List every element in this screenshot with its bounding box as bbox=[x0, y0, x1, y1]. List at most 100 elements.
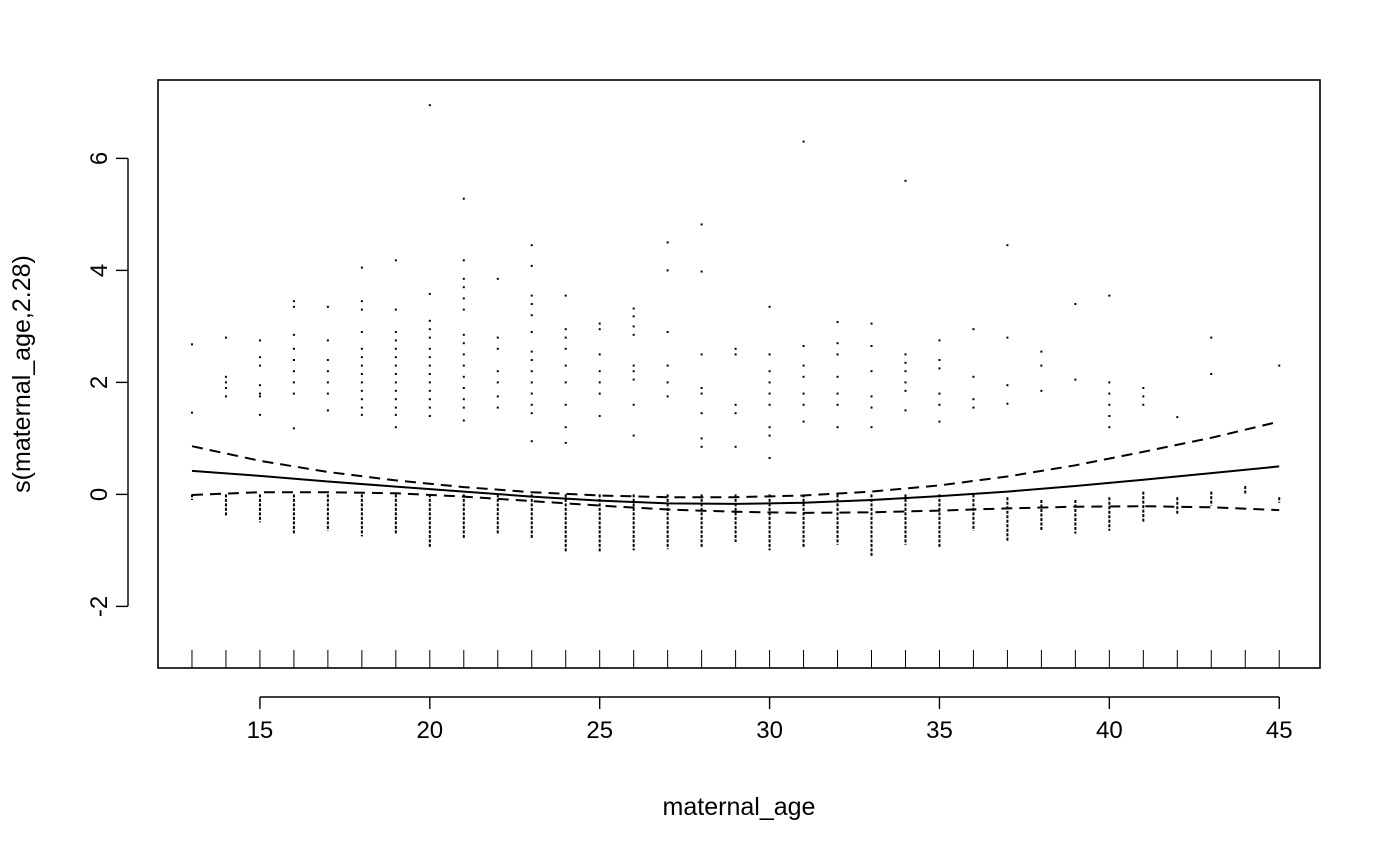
residual-point bbox=[1006, 384, 1009, 387]
residual-point bbox=[1040, 350, 1043, 353]
residual-point bbox=[1278, 364, 1281, 367]
y-tick-label: 2 bbox=[86, 376, 113, 389]
residual-point bbox=[768, 392, 771, 395]
residual-point bbox=[700, 223, 703, 226]
x-tick-label: 35 bbox=[926, 717, 953, 744]
residual-point bbox=[700, 387, 703, 389]
residual-point bbox=[530, 294, 533, 297]
residual-point bbox=[428, 319, 431, 322]
residual-point bbox=[360, 300, 363, 303]
residual-point bbox=[530, 350, 533, 353]
residual-point bbox=[462, 398, 465, 401]
residual-point bbox=[972, 406, 975, 409]
residual-point bbox=[870, 322, 873, 325]
residual-point bbox=[394, 413, 397, 416]
upper-ci-line bbox=[191, 420, 1280, 499]
residual-point bbox=[734, 353, 737, 356]
residual-point bbox=[530, 381, 533, 384]
residual-point bbox=[394, 356, 397, 359]
residual-point bbox=[462, 297, 465, 300]
rug bbox=[191, 650, 1280, 668]
residual-point bbox=[836, 353, 839, 356]
residual-point bbox=[530, 370, 533, 373]
residual-point bbox=[734, 403, 737, 406]
residual-point bbox=[462, 387, 465, 389]
residual-point bbox=[734, 347, 737, 350]
residual-point bbox=[700, 445, 703, 448]
residual-point bbox=[360, 308, 363, 311]
lower-ci-line bbox=[191, 491, 1280, 514]
residual-point bbox=[564, 294, 567, 297]
residual-point bbox=[496, 395, 499, 398]
residual-point bbox=[802, 345, 805, 347]
x-tick-label: 25 bbox=[586, 717, 613, 744]
residual-point bbox=[632, 403, 635, 406]
residual-point bbox=[394, 381, 397, 384]
residual-point bbox=[360, 347, 363, 350]
residual-point bbox=[700, 392, 703, 395]
residual-point bbox=[1108, 403, 1111, 406]
residual-point bbox=[972, 328, 975, 331]
residual-point bbox=[768, 353, 771, 356]
residual-point bbox=[530, 331, 533, 333]
residual-point bbox=[632, 325, 635, 328]
residual-point bbox=[1108, 381, 1111, 384]
residual-point bbox=[292, 381, 295, 384]
residual-point bbox=[292, 370, 295, 373]
residual-point bbox=[1040, 389, 1043, 392]
residual-point bbox=[802, 364, 805, 367]
residual-point bbox=[428, 398, 431, 401]
residual-point bbox=[292, 347, 295, 350]
smooth-curves bbox=[191, 420, 1280, 514]
residual-point bbox=[530, 440, 533, 443]
residual-point bbox=[1006, 402, 1009, 405]
residual-point bbox=[360, 413, 363, 416]
residual-point bbox=[360, 331, 363, 333]
residual-point bbox=[496, 347, 499, 350]
residual-point bbox=[1142, 403, 1145, 406]
residual-point bbox=[462, 342, 465, 345]
residual-point bbox=[530, 244, 533, 247]
residual-point bbox=[734, 445, 737, 448]
residual-point bbox=[462, 333, 465, 336]
residual-point bbox=[632, 434, 635, 437]
residual-point bbox=[768, 434, 771, 437]
residual-point bbox=[1074, 303, 1077, 305]
residual-point bbox=[394, 364, 397, 367]
residual-point bbox=[870, 395, 873, 398]
residual-point bbox=[462, 277, 465, 280]
residual-point bbox=[462, 286, 465, 289]
residual-point bbox=[972, 375, 975, 378]
residual-point bbox=[598, 381, 601, 384]
residual-point bbox=[462, 197, 465, 200]
residual-point bbox=[1210, 336, 1213, 339]
residual-point bbox=[598, 415, 601, 417]
residual-point bbox=[258, 392, 261, 395]
residual-point bbox=[1176, 416, 1179, 419]
residual-point bbox=[394, 308, 397, 311]
residual-point bbox=[564, 328, 567, 331]
residual-point bbox=[530, 264, 533, 267]
residual-point bbox=[462, 308, 465, 311]
residual-point bbox=[360, 373, 363, 375]
residual-point bbox=[632, 307, 635, 310]
residual-point bbox=[394, 406, 397, 409]
partial-residuals bbox=[190, 104, 1281, 558]
y-axis: -2 0 2 4 6 bbox=[86, 152, 129, 617]
residual-point bbox=[496, 370, 499, 373]
residual-point bbox=[1006, 336, 1009, 339]
residual-point bbox=[292, 333, 295, 336]
residual-point bbox=[700, 412, 703, 415]
residual-point bbox=[462, 406, 465, 409]
residual-point bbox=[224, 387, 227, 389]
residual-point bbox=[530, 359, 533, 361]
residual-point bbox=[360, 364, 363, 367]
residual-point bbox=[292, 392, 295, 395]
residual-point bbox=[700, 437, 703, 440]
residual-point bbox=[938, 367, 941, 370]
residual-point bbox=[870, 426, 873, 429]
residual-point bbox=[564, 403, 567, 406]
residual-point bbox=[360, 356, 363, 359]
residual-point bbox=[870, 370, 873, 373]
residual-point bbox=[394, 259, 397, 262]
